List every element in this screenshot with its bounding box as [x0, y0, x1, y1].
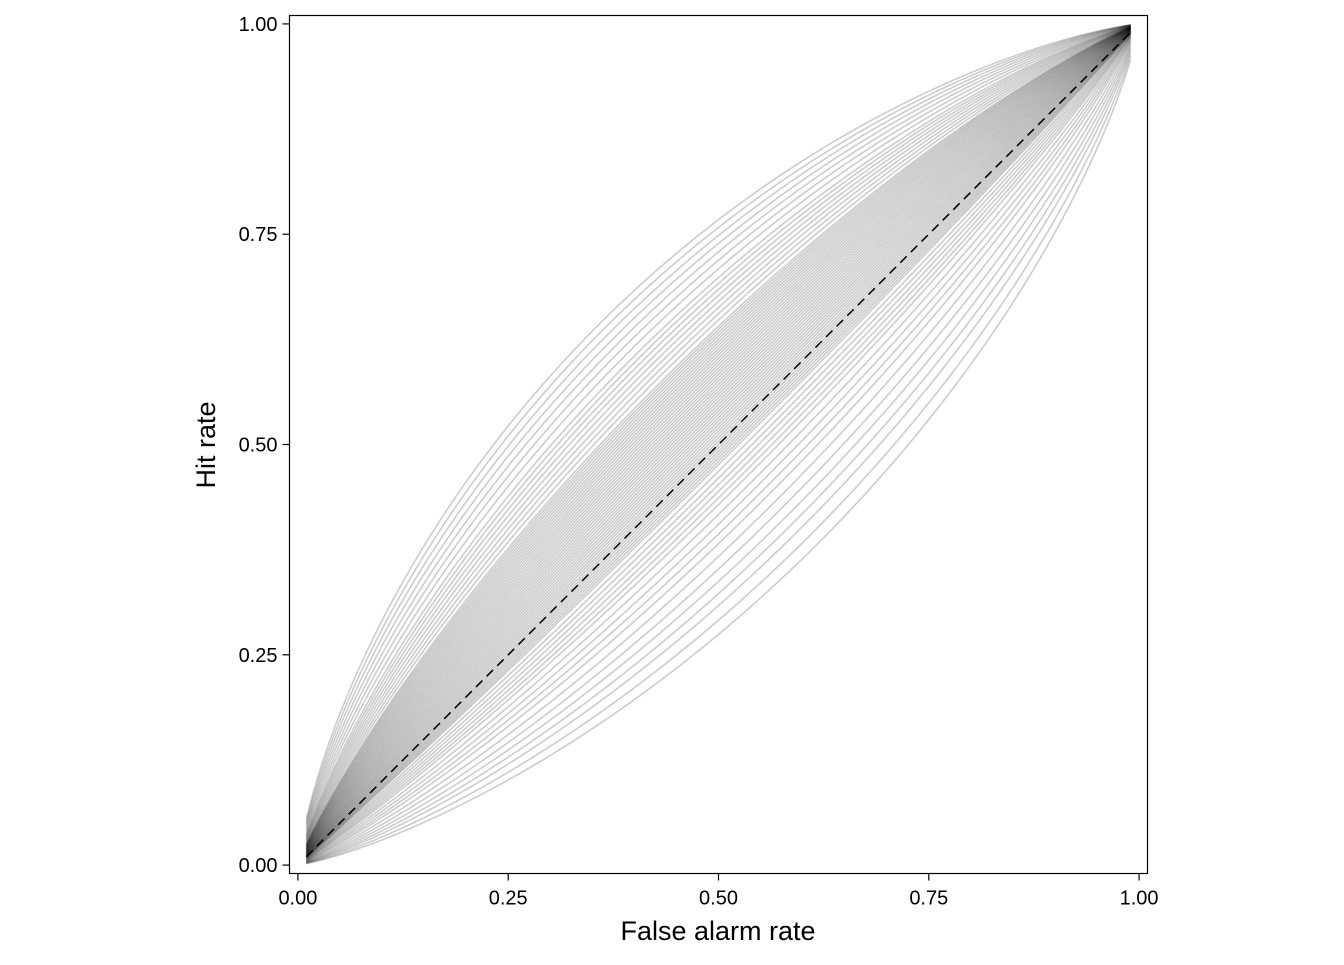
- roc-curve-37: [305, 29, 1132, 854]
- roc-curve-21: [305, 32, 1132, 858]
- roc-curve-75: [305, 24, 1131, 819]
- roc-curve-25: [305, 31, 1132, 858]
- roc-curve-10: [305, 39, 1132, 862]
- y-tick-label: 0.25: [239, 645, 278, 667]
- roc-curve-47: [305, 27, 1132, 851]
- roc-curve-65: [305, 25, 1131, 840]
- roc-curve-2: [306, 55, 1132, 865]
- roc-curve-22: [305, 32, 1132, 858]
- roc-curve-48: [305, 27, 1132, 850]
- y-axis-ticks: 0.00 0.25 0.50 0.75 1.00: [239, 14, 290, 877]
- roc-curve-26: [305, 31, 1132, 857]
- x-tick-label: 0.25: [489, 888, 528, 910]
- roc-curve-38: [305, 29, 1132, 854]
- roc-curve-29: [305, 30, 1132, 857]
- roc-curve-18: [305, 33, 1132, 859]
- roc-curve-68: [305, 24, 1131, 836]
- roc-curve-61: [305, 26, 1131, 844]
- roc-curve-45: [305, 27, 1132, 852]
- roc-curve-41: [305, 28, 1132, 853]
- roc-curve-20: [305, 32, 1132, 859]
- roc-curve-42: [305, 28, 1132, 853]
- x-tick-label: 0.50: [699, 888, 738, 910]
- x-tick-label: 0.00: [278, 888, 317, 910]
- roc-curve-35: [305, 29, 1132, 855]
- roc-curve-67: [305, 25, 1131, 837]
- y-tick-label: 0.75: [239, 224, 278, 246]
- x-tick-label: 1.00: [1120, 888, 1159, 910]
- roc-curve-28: [305, 30, 1132, 857]
- roc-curve-11: [305, 37, 1132, 862]
- y-tick-label: 0.00: [239, 855, 278, 877]
- roc-curve-7: [305, 43, 1132, 863]
- roc-curve-63: [305, 25, 1131, 842]
- roc-curve-43: [305, 28, 1132, 852]
- roc-curve-6: [306, 45, 1132, 863]
- roc-curve-24: [305, 31, 1132, 858]
- roc-curve-54: [305, 26, 1132, 848]
- roc-curve-62: [305, 25, 1131, 843]
- roc-curves-group: [305, 24, 1132, 865]
- roc-curve-1: [306, 59, 1132, 865]
- roc-curve-53: [305, 26, 1132, 848]
- roc-curve-3: [306, 52, 1132, 864]
- y-tick-label: 0.50: [239, 435, 278, 457]
- roc-curve-64: [305, 25, 1131, 841]
- roc-curve-31: [305, 30, 1132, 856]
- roc-curve-4: [306, 49, 1132, 864]
- roc-curve-17: [305, 33, 1132, 859]
- roc-curve-44: [305, 28, 1132, 852]
- roc-curve-14: [305, 35, 1132, 860]
- x-axis-ticks: 0.00 0.25 0.50 0.75 1.00: [278, 873, 1159, 910]
- roc-curve-36: [305, 29, 1132, 855]
- roc-curve-51: [305, 27, 1132, 849]
- roc-curve-59: [305, 26, 1131, 846]
- roc-curve-12: [305, 36, 1132, 861]
- roc-curve-39: [305, 28, 1132, 854]
- x-axis-title: False alarm rate: [620, 916, 815, 946]
- roc-curve-9: [305, 40, 1132, 862]
- roc-curve-5: [306, 47, 1132, 864]
- roc-curve-16: [305, 34, 1132, 860]
- roc-curve-30: [305, 30, 1132, 856]
- roc-curve-15: [305, 34, 1132, 860]
- roc-curve-70: [305, 24, 1131, 832]
- roc-curve-46: [305, 27, 1132, 851]
- roc-curve-33: [305, 29, 1132, 855]
- roc-curve-32: [305, 30, 1132, 856]
- roc-curve-72: [305, 24, 1131, 827]
- roc-curve-73: [305, 24, 1131, 825]
- roc-curve-40: [305, 28, 1132, 853]
- roc-curve-57: [305, 26, 1132, 847]
- roc-curve-27: [305, 31, 1132, 857]
- roc-curve-55: [305, 26, 1132, 848]
- roc-curve-23: [305, 31, 1132, 858]
- y-axis-title: Hit rate: [191, 401, 221, 488]
- roc-curve-34: [305, 29, 1132, 855]
- roc-curve-71: [305, 24, 1131, 830]
- roc-curve-66: [305, 25, 1131, 839]
- roc-curve-56: [305, 26, 1132, 847]
- roc-curve-52: [305, 27, 1132, 849]
- roc-curve-19: [305, 32, 1132, 859]
- y-tick-label: 1.00: [239, 14, 278, 36]
- x-tick-label: 0.75: [909, 888, 948, 910]
- roc-curve-8: [305, 41, 1132, 863]
- roc-curve-13: [305, 36, 1132, 861]
- roc-curve-58: [305, 26, 1132, 846]
- roc-curve-60: [305, 26, 1131, 845]
- roc-curve-49: [305, 27, 1132, 850]
- roc-curve-69: [305, 24, 1131, 834]
- roc-curve-50: [305, 27, 1132, 850]
- roc-curve-74: [305, 24, 1131, 822]
